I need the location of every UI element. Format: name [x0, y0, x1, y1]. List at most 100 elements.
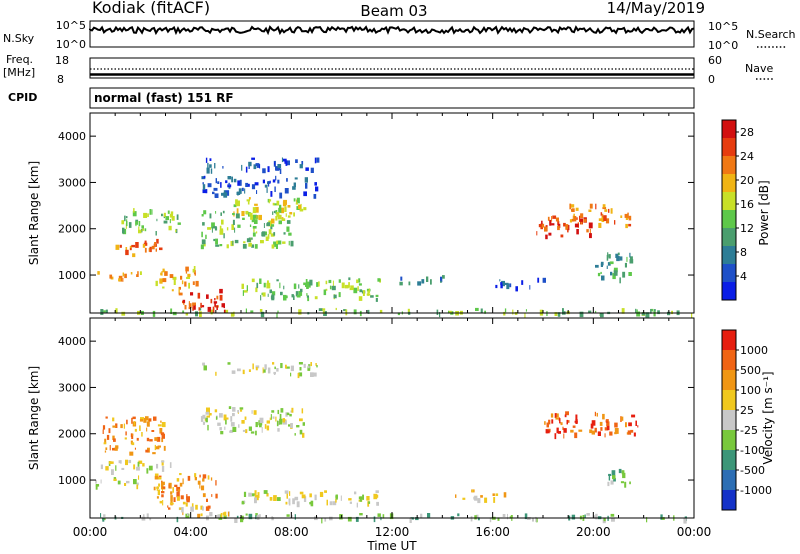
- power-echo-cell: [341, 282, 345, 289]
- time-axis-label: Time UT: [366, 539, 417, 553]
- power-echo-cell: [258, 214, 262, 221]
- velocity-echo-cell: [146, 427, 148, 432]
- power-echo-cell: [366, 293, 371, 296]
- velocity-echo-cell: [154, 473, 159, 477]
- velocity-echo-cell: [622, 472, 626, 479]
- power-echo-cell: [202, 176, 205, 179]
- power-echo-cell: [358, 296, 363, 301]
- velocity-colorbar-tick-label: -500: [740, 464, 765, 477]
- velocity-echo-cell: [329, 501, 333, 506]
- power-echo-cell: [350, 285, 354, 290]
- power-echo-cell: [598, 222, 602, 228]
- power-echo-cell: [554, 312, 558, 316]
- velocity-echo-cell: [103, 442, 107, 445]
- velocity-echo-cell: [270, 414, 272, 420]
- power-echo-cell: [115, 308, 118, 314]
- velocity-echo-cell: [555, 417, 559, 420]
- velocity-echo-cell: [621, 470, 625, 475]
- velocity-echo-cell: [195, 504, 198, 510]
- power-echo-cell: [135, 221, 138, 225]
- power-echo-cell: [267, 181, 270, 187]
- velocity-echo-cell: [288, 498, 291, 504]
- power-echo-cell: [521, 280, 524, 285]
- power-echo-cell: [605, 218, 610, 224]
- power-echo-cell: [138, 229, 142, 234]
- power-echo-cell: [358, 278, 361, 283]
- power-echo-cell: [131, 244, 136, 248]
- velocity-echo-cell: [286, 412, 290, 416]
- power-echo-cell: [227, 176, 232, 180]
- power-echo-cell: [286, 160, 290, 166]
- power-echo-cell: [254, 219, 258, 224]
- velocity-colorbar-segment: [722, 410, 736, 430]
- velocity-echo-cell: [507, 513, 508, 520]
- power-echo-cell: [370, 295, 374, 298]
- power-plot: 1000 2000 3000 4000 4 8 12 16 20 24 28: [58, 112, 754, 318]
- velocity-echo-cell: [179, 507, 184, 510]
- velocity-echo-cell: [253, 410, 257, 415]
- power-echo-cell: [547, 216, 550, 221]
- power-echo-cell: [544, 226, 548, 232]
- power-colorbar-tick-label: 4: [740, 270, 747, 283]
- velocity-echo-cell: [159, 500, 163, 504]
- velocity-echo-cell: [115, 465, 117, 471]
- velocity-echo-cell: [310, 362, 312, 367]
- velocity-echo-cell: [241, 420, 245, 424]
- velocity-echo-cell: [199, 482, 201, 489]
- velocity-echo-cell: [255, 365, 260, 369]
- velocity-echo-cell: [104, 438, 107, 444]
- power-echo-cell: [216, 305, 218, 310]
- power-echo-cell: [181, 280, 184, 285]
- power-echo-cell: [124, 273, 127, 279]
- velocity-echo-cell: [202, 421, 205, 425]
- power-echo-cell: [284, 206, 287, 212]
- power-echo-cell: [272, 211, 274, 215]
- power-echo-cell: [219, 294, 223, 301]
- cpid-value: normal (fast) 151 RF: [94, 91, 234, 105]
- power-echo-cell: [357, 286, 359, 291]
- power-echo-cell: [621, 308, 625, 314]
- velocity-echo-cell: [100, 479, 102, 484]
- power-echo-cell: [270, 191, 273, 197]
- power-echo-cell: [292, 186, 296, 190]
- velocity-echo-cell: [187, 475, 191, 481]
- power-echo-cell: [620, 215, 623, 218]
- power-echo-cell: [100, 309, 104, 315]
- velocity-echo-cell: [332, 501, 337, 506]
- velocity-echo-cell: [532, 517, 534, 522]
- power-echo-cell: [595, 310, 597, 314]
- velocity-echo-cell: [264, 364, 267, 370]
- power-echo-cell: [199, 308, 202, 311]
- power-echo-cell: [168, 225, 172, 231]
- power-echo-cell: [275, 244, 278, 249]
- velocity-echo-cell: [228, 406, 232, 409]
- power-echo-cell: [263, 282, 266, 288]
- power-echo-cell: [162, 286, 165, 289]
- power-echo-cell: [254, 244, 258, 249]
- power-echo-cell: [195, 280, 199, 287]
- velocity-echo-cell: [348, 498, 352, 501]
- power-echo-cell: [368, 288, 370, 294]
- power-echo-cell: [266, 282, 271, 289]
- velocity-ylabel: Slant Range [km]: [27, 366, 41, 470]
- power-echo-cell: [325, 280, 328, 285]
- power-echo-cell: [147, 213, 149, 217]
- power-echo-cell: [252, 226, 257, 229]
- velocity-echo-cell: [154, 444, 156, 451]
- velocity-colorbar-tick-label: 1000: [740, 344, 768, 357]
- power-echo-cell: [331, 285, 336, 291]
- power-echo-cell: [316, 282, 319, 287]
- velocity-colorbar-segment: [722, 330, 736, 350]
- power-echo-cell: [247, 201, 250, 205]
- power-echo-cell: [245, 166, 248, 173]
- power-echo-cell: [231, 176, 233, 183]
- velocity-echo-cell: [153, 416, 157, 421]
- velocity-echo-cell: [250, 431, 255, 434]
- nsearch-label: N.Search: [746, 28, 796, 41]
- velocity-x-tick-label: 20:00: [576, 525, 611, 539]
- power-echo-cell: [622, 271, 626, 278]
- power-echo-cell: [318, 308, 323, 311]
- velocity-echo-cell: [608, 473, 611, 476]
- power-echo-cell: [635, 308, 637, 314]
- power-echo-cell: [221, 219, 224, 225]
